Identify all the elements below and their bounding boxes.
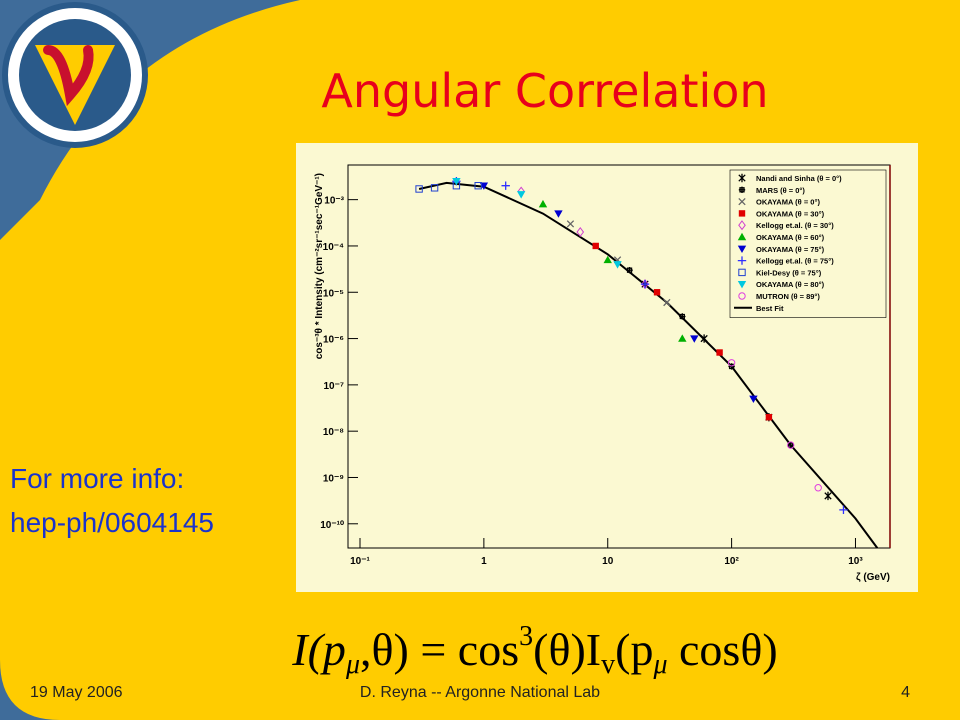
- footer-page: 4: [901, 684, 910, 701]
- legend-marker: [737, 281, 747, 289]
- data-point: [839, 505, 848, 515]
- data-point: [690, 335, 699, 343]
- legend-label: Kellogg et.al. (θ = 75°): [756, 257, 834, 266]
- data-point: [787, 441, 795, 449]
- slide-title: Angular Correlation: [321, 64, 768, 118]
- data-point: [653, 289, 661, 296]
- legend-marker: [738, 220, 746, 231]
- data-point: [566, 220, 575, 228]
- legend-label: Nandi and Sinha (θ = 0°): [756, 174, 842, 183]
- y-tick-label: 10⁻⁹: [323, 473, 344, 484]
- legend-label: OKAYAMA (θ = 0°): [756, 198, 820, 207]
- legend-label: OKAYAMA (θ = 60°): [756, 233, 825, 242]
- data-point: [727, 359, 736, 367]
- formula-part: μ: [345, 649, 360, 680]
- data-point: [554, 210, 563, 218]
- legend-marker: [738, 197, 746, 206]
- legend-label: MUTRON (θ = 89°): [756, 292, 820, 301]
- legend-label: Kellogg et.al. (θ = 30°): [756, 221, 834, 230]
- fit-line: [418, 181, 879, 549]
- legend-marker: [737, 232, 747, 241]
- data-point: [749, 395, 758, 404]
- formula-part: v: [601, 649, 615, 680]
- legend-label: OKAYAMA (θ = 30°): [756, 209, 825, 218]
- y-tick-label: 10⁻⁸: [323, 427, 344, 438]
- formula-part: cosθ): [668, 624, 778, 675]
- data-point: [663, 298, 671, 307]
- formula-part: (θ)I: [533, 624, 601, 675]
- formula-part: ,θ) = cos: [360, 624, 519, 675]
- formula-part: I(p: [291, 624, 346, 675]
- formula-part: (p: [615, 624, 653, 675]
- data-point: [474, 182, 482, 190]
- legend-marker: [738, 173, 746, 183]
- data-point: [452, 178, 461, 186]
- data-point: [716, 349, 723, 356]
- y-tick-label: 10⁻⁷: [323, 381, 344, 392]
- data-point: [679, 313, 686, 320]
- y-tick-label: 10⁻⁵: [323, 288, 344, 299]
- legend-label: MARS (θ = 0°): [756, 186, 805, 195]
- formula-part: μ: [652, 649, 667, 680]
- formula-part: 3: [519, 621, 533, 652]
- x-tick-label: 10⁻¹: [350, 556, 370, 567]
- legend-label: OKAYAMA (θ = 75°): [756, 245, 825, 254]
- x-axis-label: ζ (GeV): [856, 572, 890, 583]
- footer-date: 19 May 2006: [30, 684, 123, 701]
- legend-box: [729, 169, 887, 318]
- y-axis-label: cos⁻³θ * Intensity (cm⁻²sr⁻¹sec⁻¹GeV⁻¹): [314, 173, 325, 359]
- legend-label: Kiel-Desy (θ = 75°): [756, 268, 822, 277]
- legend-marker: [738, 210, 746, 217]
- info-text: hep-ph/0604145: [10, 507, 214, 538]
- data-point: [516, 191, 526, 199]
- legend-marker: [737, 256, 747, 265]
- data-point: [538, 199, 548, 208]
- x-tick-label: 1: [481, 556, 487, 567]
- data-point: [430, 184, 439, 192]
- legend-marker: [738, 292, 746, 300]
- y-tick-label: 10⁻³: [324, 196, 344, 207]
- footer-author: D. Reyna -- Argonne National Lab: [360, 684, 600, 701]
- data-point: [640, 279, 650, 289]
- info-text: For more info:: [10, 463, 184, 494]
- y-tick-label: 10⁻⁶: [323, 335, 344, 346]
- data-point: [787, 441, 794, 449]
- legend-marker: [738, 268, 746, 277]
- x-tick-label: 10²: [724, 556, 739, 567]
- data-point: [576, 226, 585, 238]
- x-tick-label: 10: [602, 556, 614, 567]
- data-point: [603, 255, 612, 264]
- data-point: [678, 334, 687, 342]
- legend-marker: [737, 245, 747, 253]
- data-point: [501, 181, 510, 190]
- data-point: [700, 334, 708, 343]
- data-point: [592, 242, 599, 250]
- legend-label: Best Fit: [756, 304, 784, 313]
- data-point: [814, 484, 822, 492]
- data-point: [415, 185, 423, 193]
- x-tick-label: 10³: [848, 556, 863, 567]
- formula: I(pμ,θ) = cos3(θ)Iv(pμ cosθ): [291, 621, 777, 680]
- data-point: [824, 491, 832, 501]
- data-point: [765, 414, 773, 421]
- legend-marker: [738, 186, 746, 193]
- chart: 10⁻¹ 1 10 10² 10³ 10⁻¹⁰ 10⁻⁹ 10⁻⁸ 10⁻⁷ 10⁻⁶ 10⁻⁵ 10…: [314, 164, 891, 583]
- data-point: [626, 266, 633, 274]
- y-tick-label: 10⁻⁴: [323, 242, 344, 253]
- logo-nu: [43, 45, 94, 107]
- y-tick-label: 10⁻¹⁰: [320, 520, 344, 531]
- data-point: [613, 261, 622, 269]
- legend-label: OKAYAMA (θ = 80°): [756, 280, 825, 289]
- logo: [2, 2, 148, 148]
